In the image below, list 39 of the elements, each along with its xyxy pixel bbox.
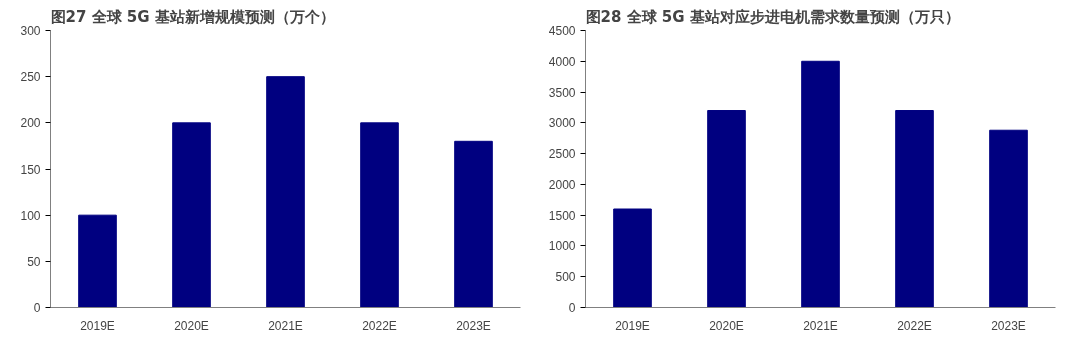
bar: [989, 129, 1028, 308]
y-tick-label: 500: [555, 270, 576, 285]
x-tick-label: 2020E: [709, 318, 744, 333]
y-tick-label: 250: [20, 70, 41, 85]
y-tick-label: 4500: [548, 24, 576, 38]
bar: [801, 60, 840, 308]
y-tick-label: 150: [20, 162, 41, 177]
y-tick-label: 100: [20, 208, 41, 223]
y-tick-label: 0: [568, 301, 576, 315]
y-tick-label: 200: [20, 116, 41, 131]
x-tick-label: 2022E: [362, 318, 397, 333]
y-tick-label: 50: [27, 254, 41, 269]
bar: [360, 122, 399, 308]
bar: [172, 122, 211, 308]
y-tick-label: 1500: [548, 208, 576, 223]
y-tick-label: 4000: [548, 54, 576, 69]
y-tick-label: 300: [20, 24, 41, 38]
x-tick-label: 2019E: [615, 318, 650, 333]
y-tick-label: 3000: [548, 116, 576, 131]
bar: [707, 110, 746, 308]
y-tick-label: 3500: [548, 85, 576, 100]
bar: [266, 76, 305, 308]
chart-title: 图27 全球 5G 基站新增规模预测（万个）: [50, 7, 335, 26]
y-tick-label: 2000: [548, 177, 576, 192]
x-tick-label: 2022E: [897, 318, 932, 333]
y-tick-label: 2500: [548, 147, 576, 162]
bar: [454, 140, 493, 308]
x-tick-label: 2021E: [268, 318, 303, 333]
bar: [895, 110, 934, 308]
x-tick-label: 2023E: [991, 318, 1026, 333]
y-tick-label: 0: [33, 301, 41, 315]
y-tick-label: 1000: [548, 239, 576, 254]
bar: [78, 214, 117, 308]
bar: [613, 208, 652, 308]
x-tick-label: 2023E: [456, 318, 491, 333]
chart-title: 图28 全球 5G 基站对应步进电机需求数量预测（万只）: [585, 7, 960, 26]
x-tick-label: 2021E: [803, 318, 838, 333]
x-tick-label: 2020E: [174, 318, 209, 333]
x-tick-label: 2019E: [80, 318, 115, 333]
